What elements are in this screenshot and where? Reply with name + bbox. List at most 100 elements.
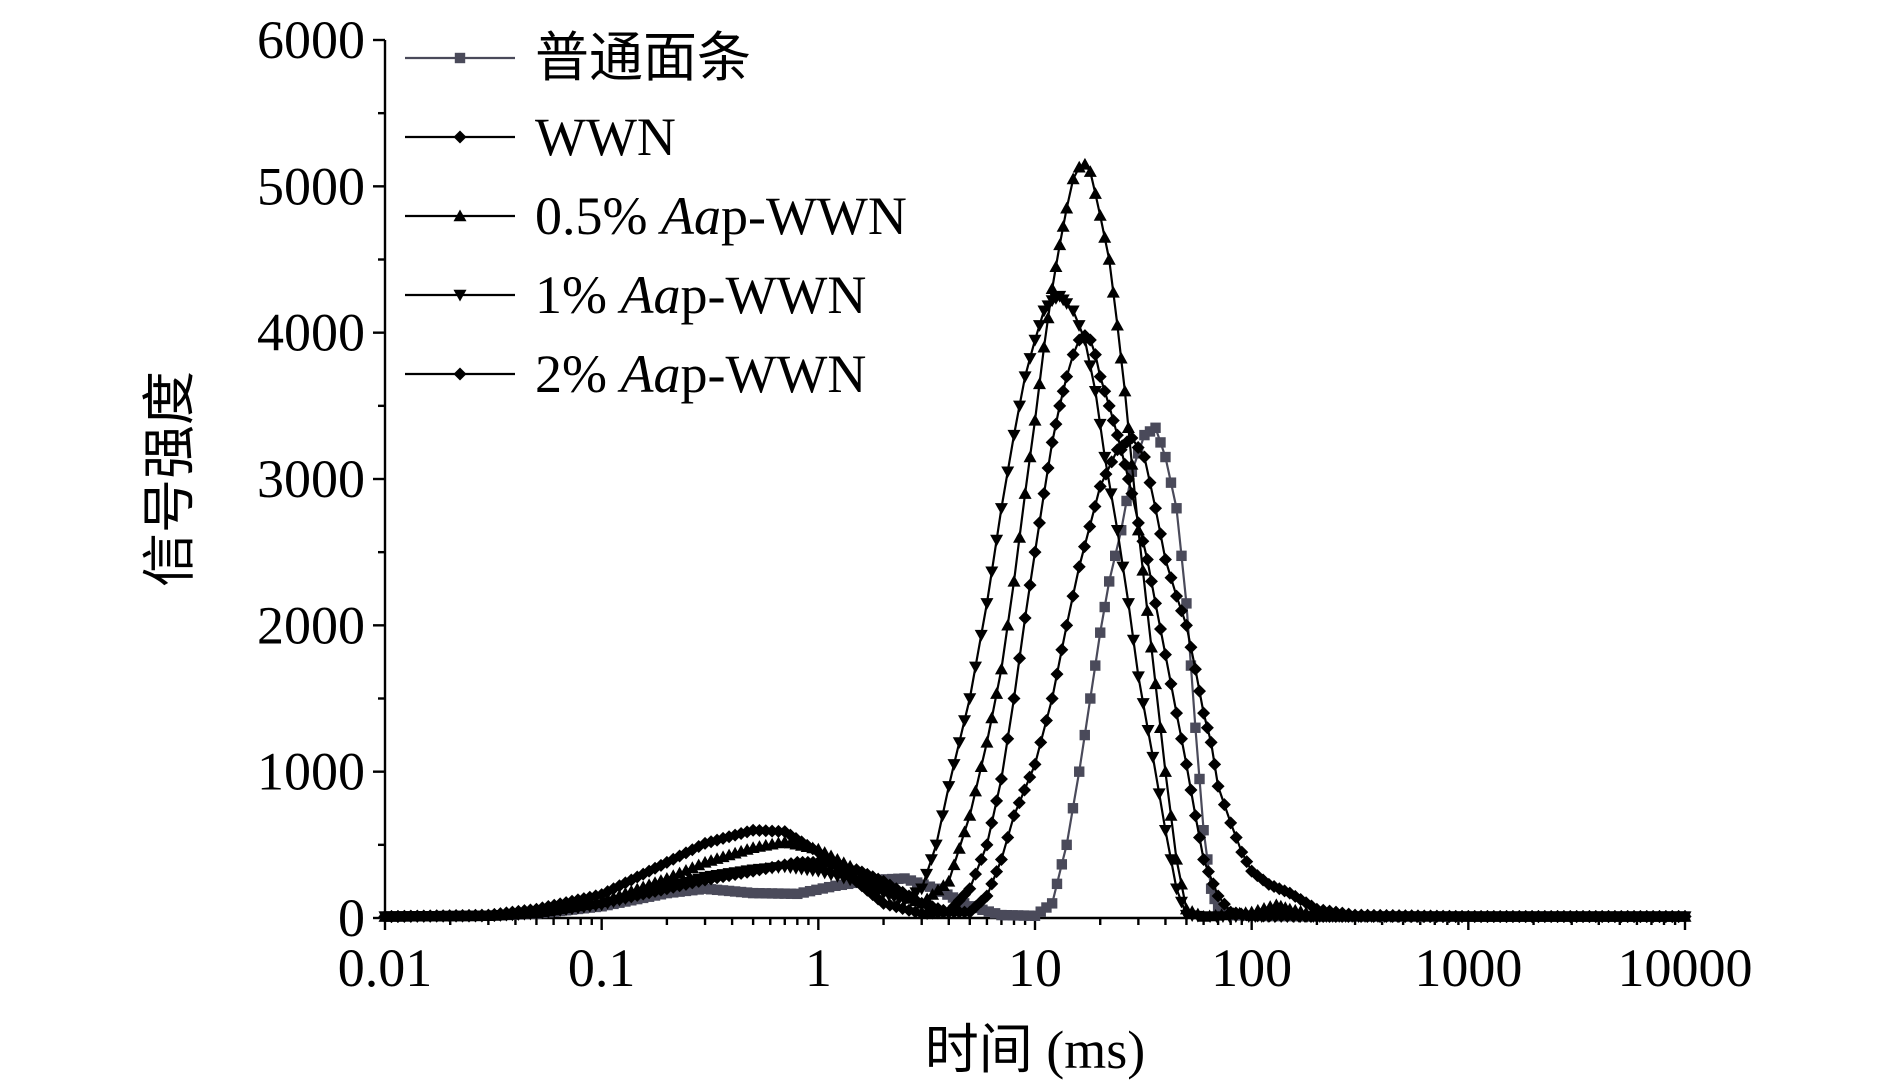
data-point	[994, 852, 1008, 866]
data-point	[1055, 643, 1069, 657]
x-tick-label: 10	[1008, 938, 1062, 998]
data-point	[968, 784, 982, 797]
data-point	[990, 687, 1004, 699]
y-tick-label: 4000	[257, 303, 365, 363]
data-point	[1217, 897, 1231, 911]
legend-label: WWN	[535, 107, 676, 167]
data-point	[974, 629, 988, 642]
data-point	[929, 839, 943, 852]
data-point	[952, 841, 966, 854]
data-point	[1001, 466, 1015, 479]
data-point	[1106, 413, 1120, 427]
data-point	[1229, 831, 1243, 845]
data-point	[711, 884, 723, 896]
legend-marker	[454, 52, 466, 64]
data-point	[1146, 751, 1160, 764]
data-point	[1164, 677, 1178, 691]
data-point	[1103, 576, 1115, 587]
data-point	[974, 852, 988, 866]
series-1	[378, 431, 1692, 924]
data-point	[1088, 348, 1102, 362]
data-point	[1121, 421, 1135, 433]
data-point	[1007, 910, 1018, 921]
data-point	[1046, 898, 1058, 909]
data-point	[920, 868, 934, 881]
data-point	[1143, 476, 1157, 490]
data-point	[905, 875, 917, 886]
data-point	[1007, 574, 1021, 587]
data-point	[760, 888, 771, 899]
data-point	[705, 884, 717, 895]
data-point	[723, 885, 735, 897]
legend-marker	[453, 367, 467, 381]
legend-item: 2% Aap-WWN	[405, 344, 866, 404]
data-point	[1184, 783, 1198, 797]
data-point	[1131, 441, 1145, 455]
data-point	[1029, 910, 1041, 922]
data-point	[994, 662, 1008, 675]
data-point	[1149, 677, 1163, 690]
data-point	[735, 886, 747, 898]
data-point	[699, 883, 711, 894]
data-point	[1018, 611, 1032, 625]
data-point	[1088, 187, 1102, 199]
data-point	[1158, 648, 1172, 662]
data-point	[1155, 437, 1166, 448]
data-point	[1126, 634, 1140, 647]
data-point	[1136, 563, 1150, 576]
data-point	[1028, 413, 1042, 426]
data-point	[1139, 429, 1150, 441]
data-point	[915, 883, 929, 896]
data-point	[1164, 809, 1178, 821]
x-tick-label: 0.01	[338, 938, 433, 998]
data-point	[935, 810, 949, 823]
y-axis-title: 信号强度	[140, 371, 200, 587]
y-tick-label: 6000	[257, 10, 365, 70]
data-point	[1208, 757, 1222, 771]
data-point	[693, 884, 704, 895]
data-point	[1078, 157, 1092, 170]
data-point	[1095, 627, 1106, 638]
data-point	[1074, 766, 1085, 777]
data-point	[1125, 487, 1139, 501]
data-point	[1212, 904, 1224, 915]
data-point	[1051, 878, 1063, 890]
series-line	[385, 436, 1685, 918]
data-point	[1179, 757, 1193, 771]
data-point	[1131, 516, 1145, 530]
data-point	[1007, 692, 1021, 705]
data-point	[942, 889, 953, 900]
data-point	[785, 888, 797, 899]
data-point	[1116, 525, 1127, 536]
data-point	[1066, 589, 1080, 603]
data-point	[1060, 618, 1074, 632]
legend-marker	[453, 289, 467, 302]
data-point	[1001, 732, 1015, 746]
data-point	[1034, 735, 1048, 749]
data-point	[942, 874, 956, 887]
data-point	[1066, 172, 1080, 185]
series-layer	[378, 157, 1692, 924]
data-point	[1104, 488, 1118, 501]
data-point	[994, 772, 1008, 786]
x-tick-label: 10000	[1618, 938, 1753, 998]
data-point	[1158, 765, 1172, 777]
data-point	[1158, 552, 1172, 566]
data-point	[899, 873, 910, 884]
data-point	[912, 877, 923, 888]
data-point	[1060, 370, 1074, 384]
data-point	[1090, 660, 1101, 671]
data-point	[1153, 527, 1167, 541]
data-point	[994, 503, 1008, 515]
data-point	[1018, 910, 1030, 921]
x-axis-ticks: 0.01 0.1 1 10 100 1000 10000	[338, 918, 1753, 998]
data-point	[1056, 859, 1068, 870]
data-point	[1188, 662, 1202, 676]
data-point	[798, 887, 809, 898]
data-point	[1013, 400, 1027, 413]
legend-label: 2% Aap-WWN	[535, 344, 866, 404]
data-point	[1077, 540, 1091, 554]
data-point	[985, 816, 999, 830]
data-point	[1018, 371, 1032, 384]
data-point	[792, 888, 803, 900]
